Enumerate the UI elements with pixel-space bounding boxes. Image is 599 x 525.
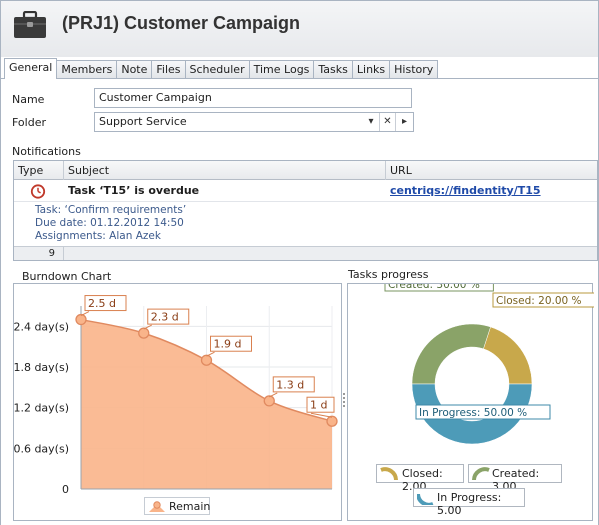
splitter-handle[interactable] [343, 393, 345, 411]
tab-tasks[interactable]: Tasks [313, 60, 353, 79]
data-point [75, 313, 87, 326]
table-row[interactable]: Task ‘T15’ is overdue centriqs://findent… [14, 180, 597, 202]
label-connector [80, 311, 90, 317]
legend-item-created: Created: 3.00 [468, 464, 562, 493]
name-input[interactable]: Customer Campaign [94, 88, 412, 108]
tab-links[interactable]: Links [351, 60, 391, 79]
data-label: 2.5 d [88, 297, 116, 310]
column-header-subject[interactable]: Subject [64, 161, 386, 180]
tab-members[interactable]: Members [56, 60, 118, 79]
notification-subject: Task ‘T15’ is overdue [68, 184, 200, 197]
column-header-type[interactable]: Type [14, 161, 64, 180]
label-connector [143, 324, 152, 330]
burndown-title: Burndown Chart [22, 270, 112, 283]
y-tick-label: 1.8 day(s) [14, 361, 69, 374]
label-connector [206, 351, 215, 357]
data-label-box [147, 308, 190, 325]
tab-divider [1, 78, 598, 79]
y-tick-label: 1.2 day(s) [14, 402, 69, 415]
tab-note[interactable]: Note [116, 60, 153, 79]
tab-strip: General Members Note Files Scheduler Tim… [4, 58, 439, 79]
slice-label: Closed: 20.00 % [496, 295, 582, 307]
tab-general[interactable]: General [4, 58, 58, 79]
legend-remain-label: Remain [169, 500, 211, 513]
slice-label-box [492, 292, 594, 308]
slice-label-box [384, 284, 494, 292]
grid-header: Type Subject URL [14, 161, 597, 180]
row-count: 9 [14, 247, 64, 260]
label-connector [269, 392, 278, 398]
tab-scheduler[interactable]: Scheduler [184, 60, 250, 79]
preview-line: Due date: 01.12.2012 14:50 [35, 217, 184, 229]
legend-item-in-progress: In Progress: 5.00 [413, 488, 525, 517]
chevron-down-icon[interactable]: ▾ [363, 113, 379, 131]
grid-footer: 9 [14, 246, 597, 260]
y-tick-label: 0 [62, 483, 69, 496]
data-point [326, 415, 338, 427]
slice-label: Created: 30.00 % [388, 284, 480, 291]
data-label: 1.3 d [276, 378, 304, 391]
alarm-clock-icon [30, 184, 46, 199]
y-tick-label: 0.6 day(s) [14, 442, 69, 455]
y-tick-label: 2.4 day(s) [14, 320, 69, 333]
column-header-url[interactable]: URL [390, 164, 412, 177]
slice-label-box [415, 404, 551, 420]
data-point [200, 354, 213, 366]
data-point [263, 395, 275, 407]
open-arrow-icon[interactable]: ▸ [395, 113, 413, 131]
preview-line: Assignments: Alan Azek [35, 230, 161, 242]
notifications-grid: Type Subject URL Task ‘T15’ is overdue c… [13, 160, 598, 261]
notifications-label: Notifications [12, 145, 81, 158]
data-label-box [306, 396, 335, 413]
burndown-chart-panel: 0 0.6 day(s) 1.2 day(s) 1.8 day(s) 2.4 day(s… [13, 283, 342, 521]
slice-label: In Progress: 50.00 % [419, 407, 527, 419]
legend-item-closed: Closed: 2.00 [376, 464, 464, 493]
burndown-chart: 0 0.6 day(s) 1.2 day(s) 1.8 day(s) 2.4 day(s… [14, 295, 338, 496]
tasks-progress-panel: Closed: 20.00 % Created: 30.00 % In Progre… [347, 283, 594, 521]
remain-area [81, 319, 332, 489]
created-swatch-icon [472, 467, 490, 481]
preview-line: Task: ‘Confirm requirements’ [35, 204, 187, 216]
tasks-donut-chart: Closed: 20.00 % Created: 30.00 % In Progre… [384, 284, 594, 445]
page-title: (PRJ1) Customer Campaign [62, 13, 301, 33]
general-tab-content: Name Customer Campaign Folder Support Se… [1, 79, 598, 525]
clear-icon[interactable]: ✕ [379, 113, 395, 131]
label-connector [310, 412, 333, 418]
data-label: 2.3 d [151, 311, 179, 324]
donut-slice-created [411, 323, 491, 385]
donut-slice-closed [483, 326, 533, 385]
tab-files[interactable]: Files [151, 60, 186, 79]
data-label: 1.9 d [214, 338, 242, 351]
notification-url-link[interactable]: centriqs://findentity/T15 [390, 184, 541, 197]
window-header: (PRJ1) Customer Campaign [1, 1, 598, 57]
burndown-legend: Remain [144, 497, 210, 515]
tab-time-logs[interactable]: Time Logs [248, 60, 315, 79]
tab-history[interactable]: History [389, 60, 439, 79]
data-label: 1 d [310, 399, 327, 412]
data-label-box [84, 295, 127, 312]
notification-preview: Task: ‘Confirm requirements’ Due date: 0… [14, 202, 597, 246]
data-label-box [210, 335, 252, 352]
name-label: Name [12, 93, 45, 106]
data-label-box [272, 376, 315, 393]
folder-value: Support Service [99, 115, 187, 128]
briefcase-icon [14, 11, 46, 38]
remain-swatch-icon [149, 501, 165, 512]
legend-in-progress-label: In Progress: 5.00 [437, 491, 502, 517]
in-progress-swatch-icon [417, 493, 434, 505]
closed-swatch-icon [380, 467, 398, 481]
folder-select[interactable]: Support Service ▾ ✕ ▸ [94, 112, 414, 132]
folder-label: Folder [12, 116, 46, 129]
tasks-progress-title: Tasks progress [348, 268, 429, 281]
data-point [138, 327, 150, 339]
